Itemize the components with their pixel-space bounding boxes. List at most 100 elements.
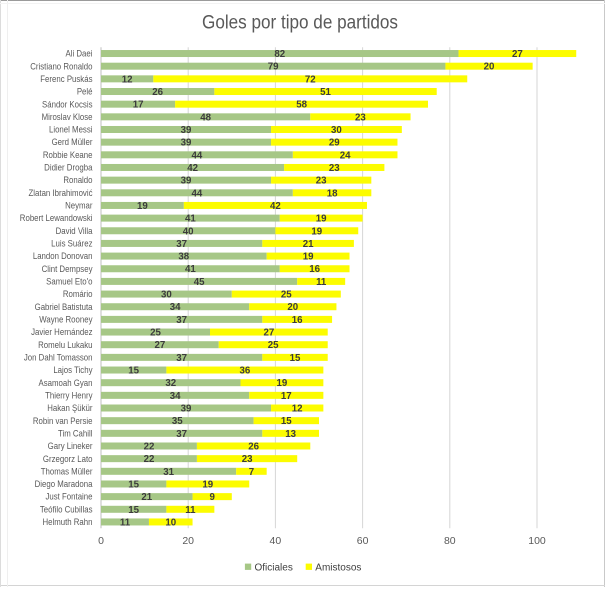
svg-text:Lionel Messi: Lionel Messi: [49, 124, 93, 135]
svg-text:Robert Lewandowski: Robert Lewandowski: [20, 213, 93, 224]
svg-text:29: 29: [329, 138, 340, 149]
svg-text:15: 15: [128, 505, 139, 516]
svg-text:31: 31: [163, 467, 174, 478]
svg-text:51: 51: [320, 87, 331, 98]
svg-text:37: 37: [176, 429, 187, 440]
svg-text:44: 44: [192, 188, 203, 199]
svg-text:23: 23: [242, 454, 253, 465]
svg-text:Landon Donovan: Landon Donovan: [33, 251, 93, 262]
svg-text:39: 39: [181, 138, 192, 149]
svg-text:25: 25: [150, 328, 161, 339]
svg-text:36: 36: [240, 366, 251, 377]
svg-text:16: 16: [309, 264, 320, 275]
svg-text:15: 15: [128, 480, 139, 491]
svg-text:13: 13: [285, 429, 296, 440]
svg-text:Gary Lineker: Gary Lineker: [48, 441, 93, 452]
svg-text:0: 0: [98, 535, 104, 547]
svg-text:Zlatan Ibrahimović: Zlatan Ibrahimović: [29, 187, 93, 198]
svg-text:27: 27: [155, 340, 166, 351]
svg-text:41: 41: [185, 214, 196, 225]
svg-text:100: 100: [528, 535, 546, 547]
svg-text:Samuel Eto'o: Samuel Eto'o: [46, 276, 93, 287]
svg-text:22: 22: [144, 442, 155, 453]
svg-text:Gabriel Batistuta: Gabriel Batistuta: [35, 301, 93, 312]
svg-text:42: 42: [270, 201, 281, 212]
svg-text:11: 11: [120, 518, 131, 529]
svg-text:11: 11: [316, 277, 327, 288]
svg-text:Ali Daei: Ali Daei: [66, 48, 93, 59]
svg-text:17: 17: [133, 100, 144, 111]
svg-text:9: 9: [210, 492, 216, 503]
svg-text:15: 15: [290, 353, 301, 364]
svg-text:Neymar: Neymar: [65, 200, 93, 211]
svg-text:39: 39: [181, 176, 192, 187]
svg-text:19: 19: [316, 214, 327, 225]
svg-text:Oficiales: Oficiales: [255, 563, 293, 574]
svg-text:Thierry Henry: Thierry Henry: [45, 390, 93, 401]
svg-text:16: 16: [292, 315, 303, 326]
svg-text:25: 25: [268, 340, 279, 351]
svg-text:Romário: Romário: [63, 289, 93, 300]
svg-text:19: 19: [277, 378, 288, 389]
svg-text:Gerd Müller: Gerd Müller: [52, 137, 93, 148]
svg-text:Teófilo Cubillas: Teófilo Cubillas: [40, 504, 93, 515]
svg-text:26: 26: [248, 442, 259, 453]
svg-text:24: 24: [340, 150, 351, 161]
svg-text:Miroslav Klose: Miroslav Klose: [42, 111, 93, 122]
svg-text:Robbie Keane: Robbie Keane: [43, 149, 93, 160]
svg-text:19: 19: [137, 201, 148, 212]
svg-text:45: 45: [194, 277, 205, 288]
svg-text:10: 10: [165, 518, 176, 529]
svg-text:39: 39: [181, 404, 192, 415]
svg-text:15: 15: [128, 366, 139, 377]
svg-text:32: 32: [165, 378, 176, 389]
svg-text:26: 26: [152, 87, 163, 98]
svg-text:42: 42: [187, 163, 198, 174]
svg-text:37: 37: [176, 315, 187, 326]
svg-text:37: 37: [176, 239, 187, 250]
svg-text:18: 18: [327, 188, 338, 199]
svg-text:82: 82: [274, 49, 285, 60]
svg-text:David Villa: David Villa: [56, 225, 93, 236]
svg-text:Wayne Rooney: Wayne Rooney: [39, 314, 93, 325]
svg-text:Luis Suárez: Luis Suárez: [51, 238, 92, 249]
svg-text:Tim Cahill: Tim Cahill: [58, 428, 93, 439]
svg-text:80: 80: [444, 535, 456, 547]
svg-text:40: 40: [270, 535, 282, 547]
svg-text:23: 23: [329, 163, 340, 174]
svg-text:12: 12: [122, 74, 133, 85]
svg-text:41: 41: [185, 264, 196, 275]
svg-text:Clint Dempsey: Clint Dempsey: [42, 263, 94, 274]
svg-text:21: 21: [141, 492, 152, 503]
svg-text:Cristiano Ronaldo: Cristiano Ronaldo: [30, 61, 93, 72]
svg-text:27: 27: [512, 49, 523, 60]
svg-text:Amistosos: Amistosos: [315, 563, 361, 574]
svg-text:79: 79: [268, 62, 279, 73]
svg-text:Thomas Müller: Thomas Müller: [41, 466, 93, 477]
svg-text:20: 20: [484, 62, 495, 73]
svg-text:Robin van Persie: Robin van Persie: [33, 415, 93, 426]
svg-text:39: 39: [181, 125, 192, 136]
svg-text:27: 27: [264, 328, 275, 339]
svg-text:Romelu Lukaku: Romelu Lukaku: [38, 339, 93, 350]
svg-text:Didier Drogba: Didier Drogba: [44, 162, 93, 173]
svg-text:Jon Dahl Tomasson: Jon Dahl Tomasson: [24, 352, 93, 363]
svg-text:48: 48: [200, 112, 211, 123]
svg-text:Hakan Şükür: Hakan Şükür: [47, 403, 92, 414]
svg-text:Helmuth Rahn: Helmuth Rahn: [42, 517, 92, 528]
svg-text:Lajos Tichy: Lajos Tichy: [53, 365, 93, 376]
svg-text:11: 11: [185, 505, 196, 516]
svg-text:Ronaldo: Ronaldo: [63, 175, 93, 186]
svg-text:Pelé: Pelé: [77, 86, 93, 97]
svg-text:20: 20: [287, 302, 298, 313]
svg-text:Diego Maradona: Diego Maradona: [35, 479, 93, 490]
svg-text:Javier Hernández: Javier Hernández: [31, 327, 92, 338]
svg-text:40: 40: [183, 226, 194, 237]
svg-text:19: 19: [202, 480, 213, 491]
svg-text:Ferenc Puskás: Ferenc Puskás: [40, 73, 92, 84]
svg-text:37: 37: [176, 353, 187, 364]
svg-text:17: 17: [281, 391, 292, 402]
svg-text:7: 7: [249, 467, 254, 478]
svg-text:30: 30: [331, 125, 342, 136]
svg-text:58: 58: [296, 100, 307, 111]
